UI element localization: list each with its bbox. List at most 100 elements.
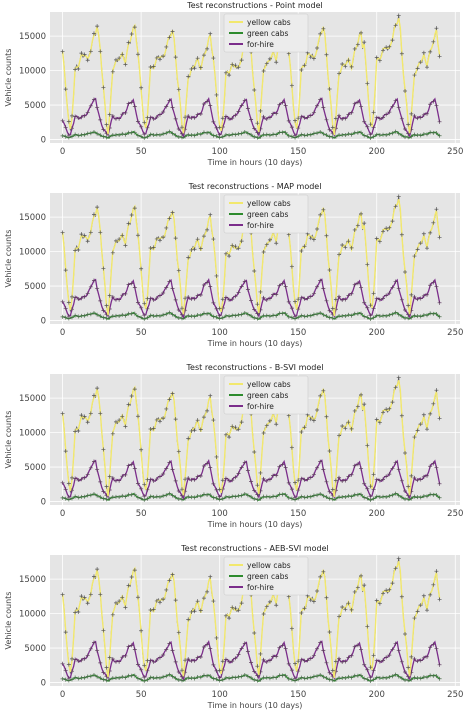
for-hire-marker [186,295,191,300]
for-hire-marker [214,306,219,311]
for-hire-marker [85,291,90,296]
for-hire-marker [346,655,351,660]
legend-label: for-hire [247,40,274,49]
for-hire-marker [396,467,401,472]
yellow-cabs-marker [318,574,323,579]
for-hire-marker [198,654,203,659]
green-cabs-marker [88,493,93,498]
green-cabs-marker [428,673,433,678]
yellow-cabs-marker [252,269,257,274]
green-cabs-marker [267,676,272,681]
for-hire-marker [355,462,360,467]
chart-title: Test reconstructions - MAP model [188,182,322,191]
green-cabs-marker [132,130,137,135]
yellow-cabs-marker [371,472,376,477]
green-cabs-marker [327,677,332,682]
legend-label: green cabs [247,29,289,38]
green-cabs-marker [73,132,78,137]
for-hire-marker [82,656,87,661]
yellow-cabs-marker [60,230,65,235]
yellow-cabs-marker [355,223,360,228]
green-cabs-marker [434,131,439,136]
yellow-cabs-marker [318,31,323,36]
for-hire-marker [242,98,247,103]
yellow-cabs-marker [167,35,172,40]
green-cabs-marker [154,313,159,318]
legend-box [223,556,309,596]
green-cabs-marker [198,313,203,318]
green-cabs-marker [252,315,257,320]
yellow-cabs-marker [208,212,213,217]
green-cabs-marker [327,496,332,501]
green-cabs-marker [120,493,125,498]
green-cabs-marker [73,313,78,318]
y-tick-label: 5000 [24,463,46,473]
green-cabs-marker [327,315,332,320]
yellow-cabs-marker [431,582,436,587]
yellow-cabs-marker [321,569,326,574]
for-hire-marker [434,284,439,289]
green-cabs-marker [396,312,401,317]
green-cabs-marker [264,313,269,318]
yellow-cabs-marker [66,119,71,124]
for-hire-marker [66,314,71,319]
green-cabs-marker [135,133,140,138]
for-hire-marker [217,494,222,499]
yellow-cabs-marker [384,45,389,50]
green-cabs-marker [170,674,175,679]
for-hire-marker [252,307,257,312]
green-cabs-marker [201,492,206,497]
green-cabs-marker [107,134,112,139]
legend-label: yellow cabs [247,18,291,27]
for-hire-marker [82,475,87,480]
for-hire-marker [390,466,395,471]
for-hire-marker [321,648,326,653]
for-hire-marker [340,659,345,664]
yellow-cabs-marker [371,653,376,658]
chart-title: Test reconstructions - Point model [186,1,323,10]
yellow-cabs-marker [267,418,272,423]
for-hire-marker [305,658,310,663]
yellow-cabs-marker [91,574,96,579]
yellow-cabs-marker [390,400,395,405]
yellow-cabs-marker [223,613,228,618]
x-tick-label: 50 [136,509,147,519]
for-hire-marker [324,660,329,665]
yellow-cabs-marker [167,397,172,402]
green-cabs-marker [399,314,404,319]
for-hire-marker [321,467,326,472]
for-hire-marker [302,115,307,120]
green-cabs-marker [211,495,216,500]
for-hire-marker [195,655,200,660]
green-cabs-marker [255,678,260,683]
green-cabs-marker [264,494,269,499]
for-hire-marker [176,669,181,674]
yellow-cabs-marker [66,662,71,667]
green-cabs-marker [63,315,68,320]
yellow-cabs-marker [63,449,68,454]
green-cabs-marker [374,494,379,499]
yellow-cabs-marker [123,243,128,248]
yellow-cabs-marker [223,432,228,437]
for-hire-marker [362,481,367,486]
for-hire-marker [230,659,235,664]
for-hire-marker [302,296,307,301]
for-hire-marker [66,676,71,681]
green-cabs-marker [117,495,122,500]
for-hire-marker [315,465,320,470]
for-hire-marker [233,475,238,480]
green-cabs-marker [330,316,335,321]
yellow-cabs-marker [98,411,103,416]
x-tick-label: 150 [290,690,306,700]
green-cabs-marker [264,675,269,680]
yellow-cabs-marker [164,225,169,230]
yellow-cabs-marker [425,427,430,432]
yellow-cabs-marker [208,574,213,579]
y-tick-label: 15000 [19,213,46,223]
for-hire-marker [63,125,68,130]
green-cabs-marker [283,311,288,316]
for-hire-marker [214,487,219,492]
green-cabs-marker [157,314,162,319]
green-cabs-marker [437,133,442,138]
green-cabs-marker [374,675,379,680]
